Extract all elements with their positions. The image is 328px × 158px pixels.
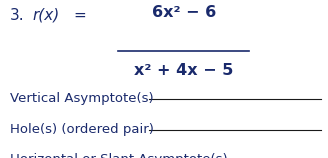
Text: Vertical Asymptote(s): Vertical Asymptote(s) bbox=[10, 92, 154, 105]
Text: x² + 4x − 5: x² + 4x − 5 bbox=[134, 63, 233, 78]
Text: =: = bbox=[74, 8, 87, 23]
Text: Horizontal or Slant Asymptote(s): Horizontal or Slant Asymptote(s) bbox=[10, 153, 227, 158]
Text: 3.: 3. bbox=[10, 8, 25, 23]
Text: 6x² − 6: 6x² − 6 bbox=[152, 5, 216, 20]
Text: r(x): r(x) bbox=[33, 8, 60, 23]
Text: Hole(s) (ordered pair): Hole(s) (ordered pair) bbox=[10, 123, 154, 136]
